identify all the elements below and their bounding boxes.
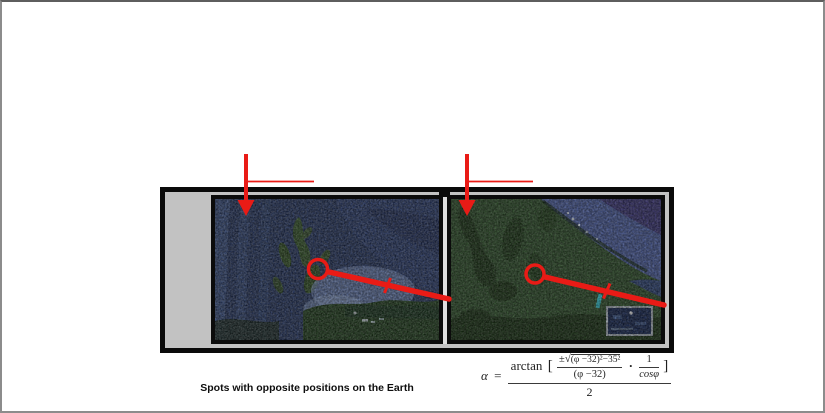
divider-notch (439, 188, 450, 197)
equals-sign: = (494, 367, 502, 383)
plus-minus-sign: ± (558, 354, 565, 365)
outer-numerator: arctan [ ±√(φ −32)²−35² (φ −32) · 1 cosφ… (507, 353, 672, 385)
inner-fraction-1-numerator: ±√(φ −32)²−35² (556, 353, 623, 369)
left-satellite-map-image (215, 199, 439, 340)
right-bracket: ] (663, 358, 669, 375)
caption-line-1: Spots with opposite positions on the Ear… (200, 381, 414, 394)
inner-fraction-1-denominator: (φ −32) (573, 369, 606, 381)
left-bracket: [ (547, 358, 553, 375)
right-satellite-map-image (451, 199, 661, 340)
radicand: (φ −32)²−35² (570, 354, 621, 365)
outer-denominator: 2 (586, 385, 593, 400)
radical-sign: √ (564, 353, 571, 365)
right-satellite-map (447, 195, 665, 344)
inner-fraction-2: 1 cosφ (639, 354, 660, 381)
alpha-symbol: α (481, 367, 488, 383)
inner-fraction-2-denominator: cosφ (639, 368, 660, 380)
left-satellite-map (211, 195, 443, 344)
inner-fraction-2-numerator: 1 (639, 354, 660, 368)
figure-caption: Spots with opposite positions on the Ear… (164, 354, 450, 411)
equation: α = arctan [ ±√(φ −32)²−35² (φ −32) · 1 … (481, 353, 691, 400)
multiplication-dot: · (628, 358, 633, 374)
outer-fraction: arctan [ ±√(φ −32)²−35² (φ −32) · 1 cosφ… (507, 353, 672, 400)
inner-fraction-1: ±√(φ −32)²−35² (φ −32) (556, 353, 623, 381)
arctan-label: arctan (510, 358, 543, 374)
